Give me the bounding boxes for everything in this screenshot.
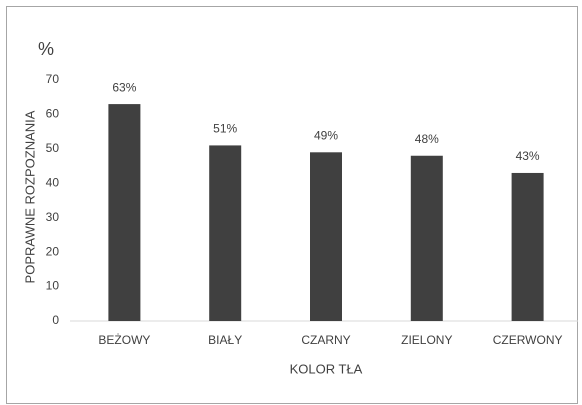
x-axis-label: KOLOR TŁA [290,361,363,376]
x-tick-label: BEŻOWY [98,333,150,347]
value-label: 48% [415,132,439,146]
bar [511,172,544,321]
y-axis-unit: % [38,39,54,59]
x-tick-label: BIAŁY [208,333,242,347]
value-label: 63% [112,80,136,94]
y-tick-label: 40 [46,175,60,189]
y-tick-label: 50 [46,141,60,155]
y-tick-label: 30 [46,210,60,224]
y-axis-label: POPRAWNE ROZPOZNANIA [22,110,37,283]
y-tick-label: 20 [46,244,60,258]
value-label: 51% [213,122,237,136]
y-tick-label: 60 [46,107,60,121]
x-tick-label: ZIELONY [401,333,452,347]
x-tick-label: CZERWONY [493,333,563,347]
y-tick-label: 0 [52,313,59,327]
bar [410,155,443,321]
x-tick-label: CZARNY [301,333,350,347]
value-label: 43% [516,149,540,163]
y-tick-label: 10 [46,279,60,293]
bar [209,145,242,321]
chart-border [6,6,578,404]
bar [310,152,342,321]
y-tick-label: 70 [46,72,60,86]
value-label: 49% [314,128,338,142]
bar [108,104,141,321]
